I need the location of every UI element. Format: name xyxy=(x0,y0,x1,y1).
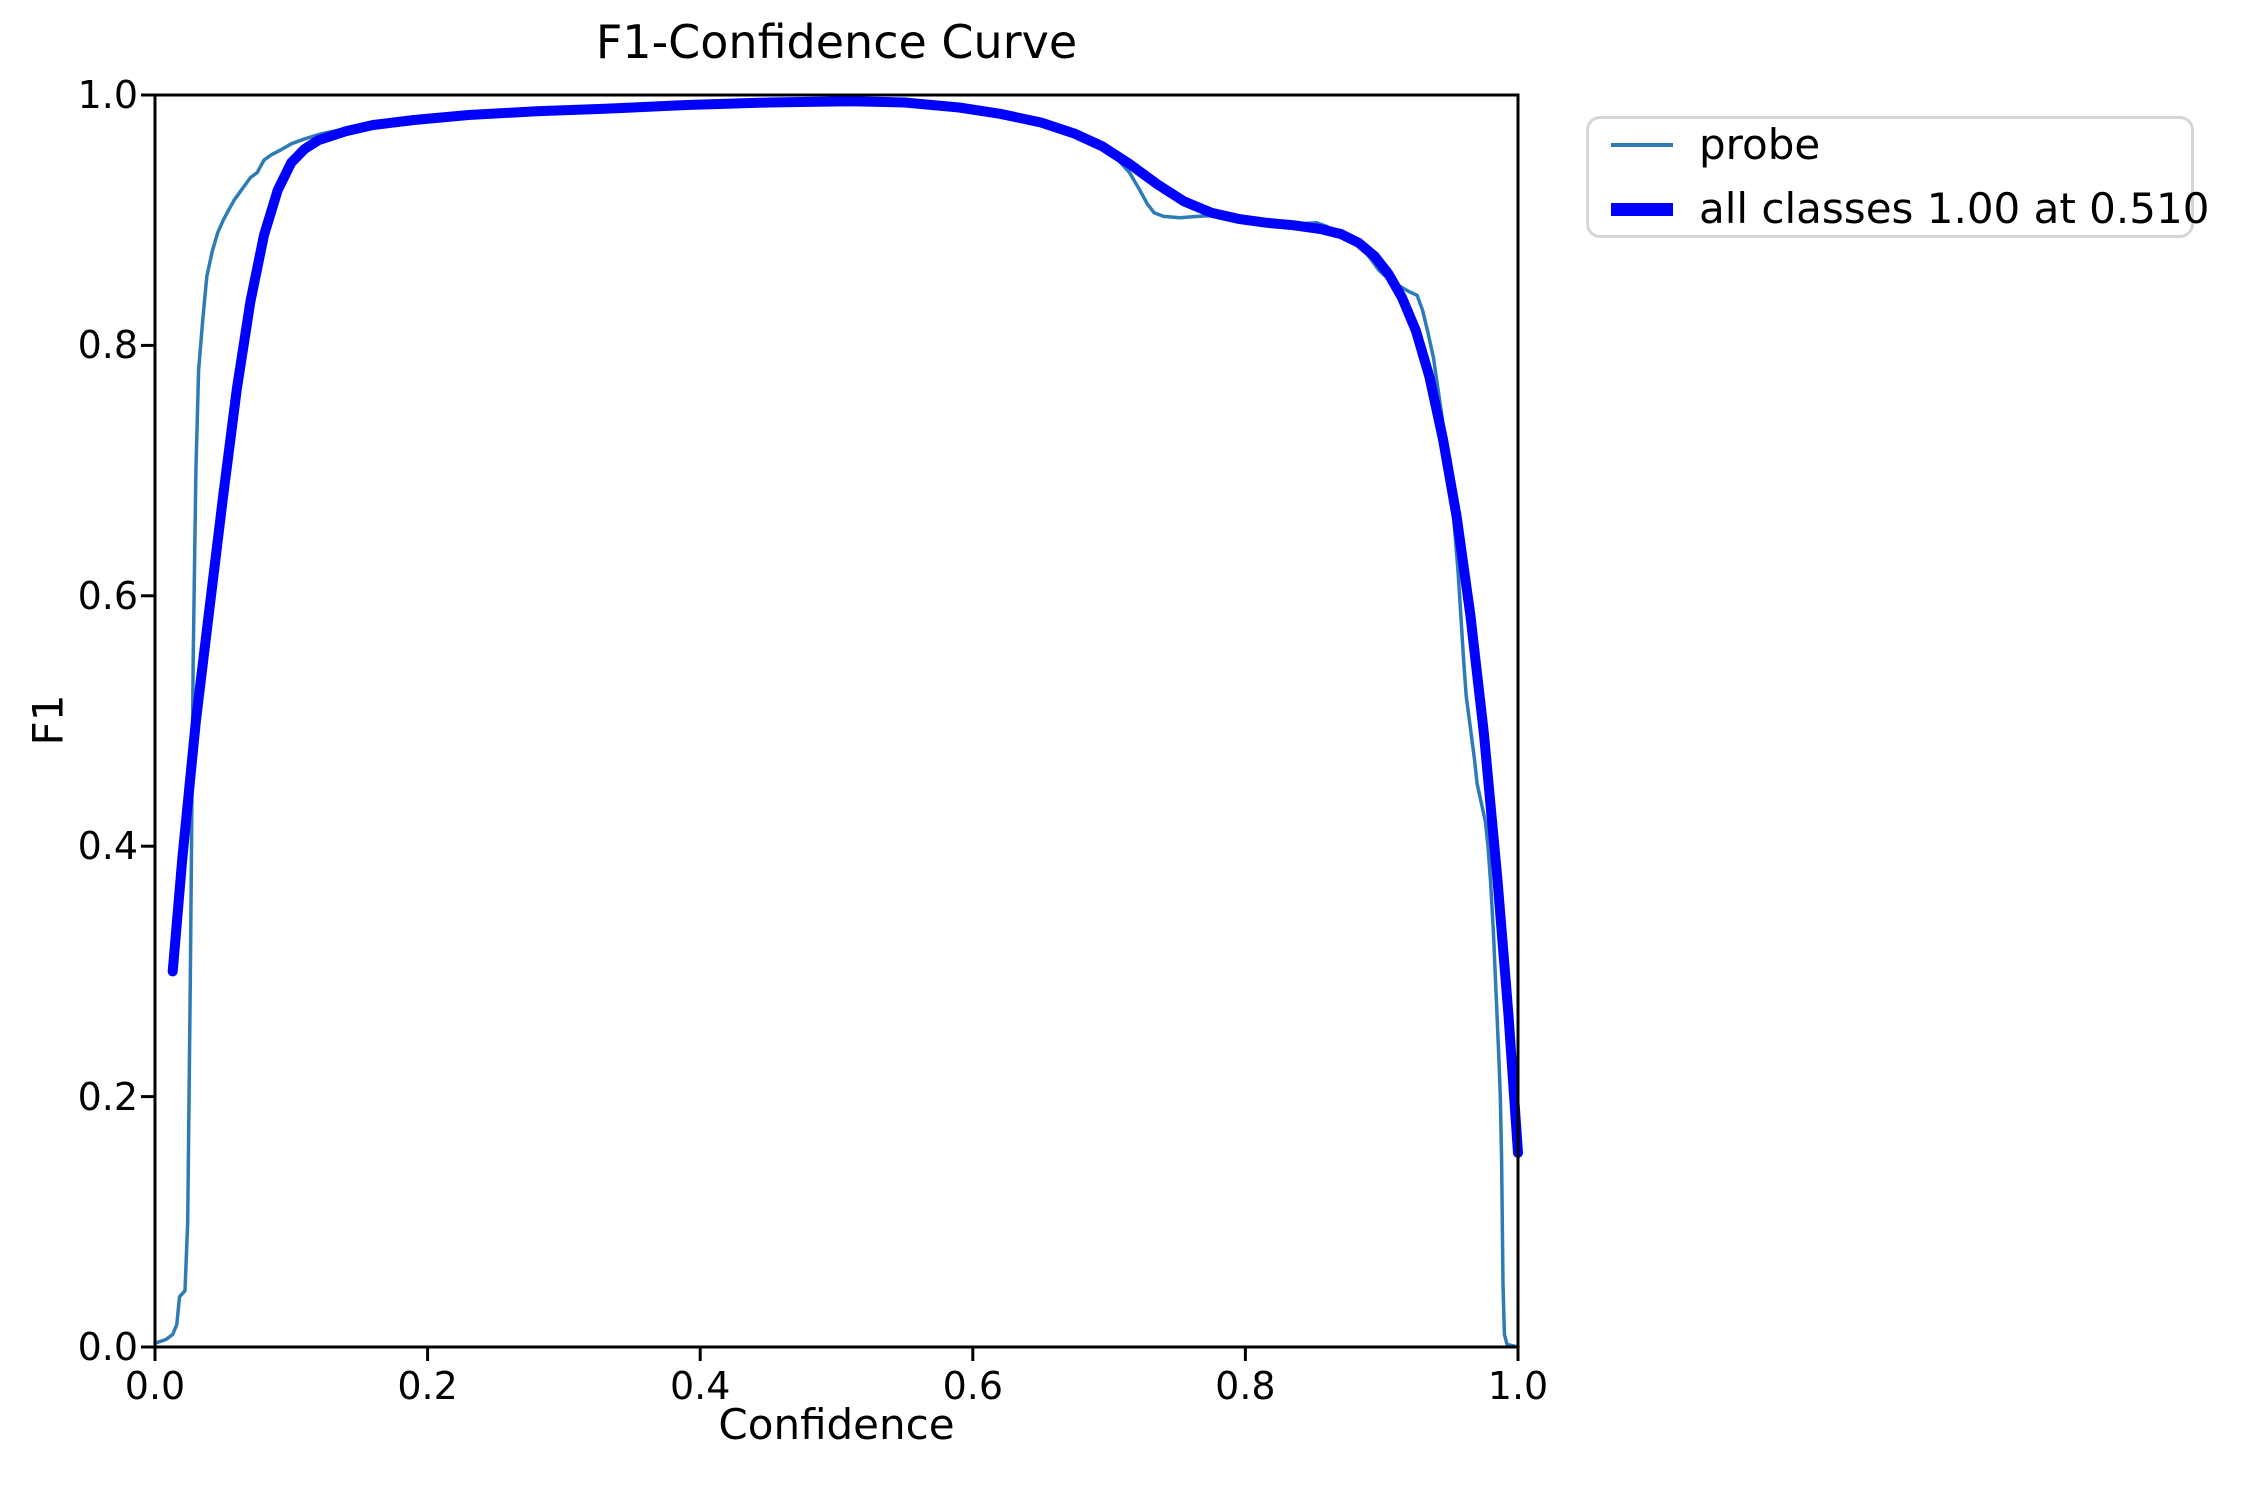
legend-item-all-classes: all classes 1.00 at 0.510 xyxy=(1611,186,2209,232)
y-tick-label: 0.6 xyxy=(77,573,138,618)
probe-line-swatch xyxy=(1611,143,1673,147)
legend-label-probe: probe xyxy=(1699,120,1821,169)
legend: probe all classes 1.00 at 0.510 xyxy=(1586,116,2209,238)
axes-spines xyxy=(153,93,1520,1349)
y-tick-label: 1.0 xyxy=(77,73,138,117)
x-tick-label: 1.0 xyxy=(1487,1364,1549,1408)
x-tick-label: 0.4 xyxy=(669,1364,731,1408)
x-axis-label: Confidence xyxy=(718,1400,955,1449)
legend-label-all-classes: all classes 1.00 at 0.510 xyxy=(1699,184,2210,233)
x-tick-label: 0.8 xyxy=(1215,1364,1276,1408)
y-tick-label: 0.8 xyxy=(77,323,138,368)
series-all-classes xyxy=(167,96,1523,1158)
legend-item-probe: probe xyxy=(1611,122,2191,168)
x-tick-label: 0.0 xyxy=(124,1364,186,1408)
series-probe xyxy=(153,98,1520,1349)
x-tick-label: 0.2 xyxy=(397,1364,458,1408)
y-axis-label: F1 xyxy=(23,694,73,746)
y-tick-label: 0.4 xyxy=(77,824,138,869)
all-classes-line-swatch xyxy=(1611,202,1673,216)
chart-title: F1-Confidence Curve xyxy=(595,15,1078,69)
y-tick-label: 0.2 xyxy=(77,1074,138,1119)
x-tick-label: 0.6 xyxy=(942,1364,1004,1408)
y-tick-label: 0.0 xyxy=(77,1325,138,1369)
